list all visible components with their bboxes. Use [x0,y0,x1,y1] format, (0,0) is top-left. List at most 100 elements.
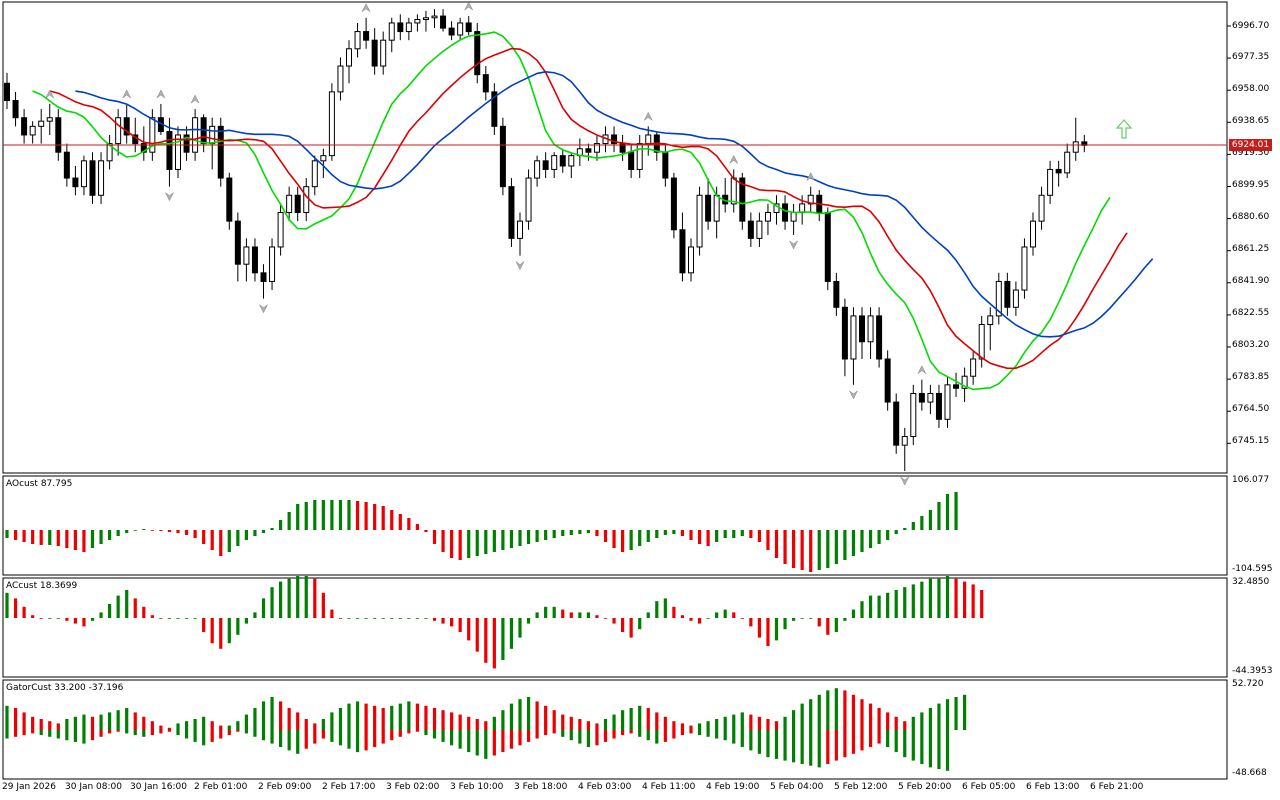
gator-lower-bar [364,730,368,751]
fractal-up-icon [190,94,200,104]
gator-pane-frame [2,679,1228,780]
gator-lower-bar [167,730,172,732]
ac-bar [270,587,274,618]
ac-bar [133,598,137,618]
ac-bar [501,618,505,660]
ac-bar [261,598,266,618]
time-axis-label: 3 Feb 18:00 [514,782,568,792]
fractal-up-icon [729,154,738,164]
gator-lower-bar [749,730,753,751]
fractal-up-icon [806,172,815,181]
ao-bar [723,530,727,538]
time-axis-label: 6 Feb 05:00 [962,782,1016,792]
candle-bear [371,39,378,67]
gator-lower-bar [612,730,616,739]
ac-bar [757,618,761,638]
ac-bar [903,587,907,618]
gator-upper-bar [646,708,650,730]
gator-lower-bar [526,730,531,742]
gator-lower-bar [826,730,830,764]
ao-axis-bottom: -104.595 [1232,564,1273,574]
ao-bar [432,530,437,544]
candle-bull [98,160,105,196]
ao-bar [535,530,539,542]
candle-bull [269,246,276,282]
gator-lower-bar [424,730,428,736]
ac-bar [535,612,539,618]
ac-bar [287,578,291,618]
gator-upper-bar [655,712,659,730]
gator-lower-bar [407,730,411,734]
ao-pane-frame [2,475,1228,576]
ac-bar [544,606,548,618]
ao-bar [287,512,291,530]
time-axis-label: 3 Feb 02:00 [386,782,440,792]
price-axis-label: 6745.15 [1232,436,1270,446]
candle-bear [234,220,241,265]
candle-bull [927,392,934,403]
price-axis-label: 6958.00 [1232,84,1270,94]
gator-lower-bar [450,730,454,746]
ao-bar [390,510,394,530]
candle-bear [217,125,224,179]
gator-upper-bar [279,701,283,730]
gator-lower-bar [99,730,103,737]
gator-lower-bar [740,730,744,747]
price-axis-label: 6977.35 [1232,52,1270,62]
candle-bear [833,280,840,308]
ac-bar [697,618,702,624]
candle-bull [328,91,335,157]
fractal-down-icon [789,240,798,250]
gator-upper-bar [792,710,796,730]
gator-upper-bar [56,723,60,730]
candle-bull [380,39,387,67]
gator-lower-bar [706,730,710,737]
ac-bar [407,618,411,619]
candle-bull [756,220,763,239]
gator-upper-bar [210,721,214,730]
gator-lower-bar [535,730,539,739]
ao-bar [31,530,35,544]
ao-bar [373,504,377,530]
candle-bear [440,15,447,29]
ao-bar [227,530,231,552]
ac-bar [296,576,300,618]
candle-bull [1038,194,1045,222]
gator-lower-bar [441,730,445,742]
gator-lower-bar [903,730,907,758]
gator-lower-bar [595,730,599,746]
ac-bar [526,618,531,624]
candle-bull [29,125,36,136]
gator-upper-bar [697,723,702,730]
ac-bar [851,609,856,618]
ao-bar [928,510,932,530]
gator-upper-bar [424,705,428,730]
ao-bar [877,530,881,544]
ac-bar [116,595,120,618]
candle-bear [841,306,848,360]
gator-lower-bar [860,730,864,751]
ao-bar [398,514,402,530]
ac-bar [629,618,633,638]
gator-upper-bar [159,725,163,730]
gator-lower-bar [509,730,514,749]
candle-bear [824,212,831,282]
candle-bull [286,194,293,214]
gator-lower-bar [48,730,52,737]
time-axis-label: 4 Feb 19:00 [706,782,760,792]
candle-bear [508,186,515,239]
ao-bar [321,500,325,530]
gator-upper-bar [877,708,881,730]
gator-lower-bar [655,730,659,744]
ac-bar [980,590,984,618]
ao-bar [415,524,419,530]
candle-bear [474,31,481,76]
ao-bar [612,530,616,548]
gator-lower-bar [621,730,625,736]
ac-axis-top: 32.4850 [1232,577,1270,587]
time-axis-label: 6 Feb 13:00 [1026,782,1080,792]
gator-lower-bar [492,730,496,756]
candle-bear [294,194,301,214]
time-axis-label: 29 Jan 2026 [2,782,56,792]
